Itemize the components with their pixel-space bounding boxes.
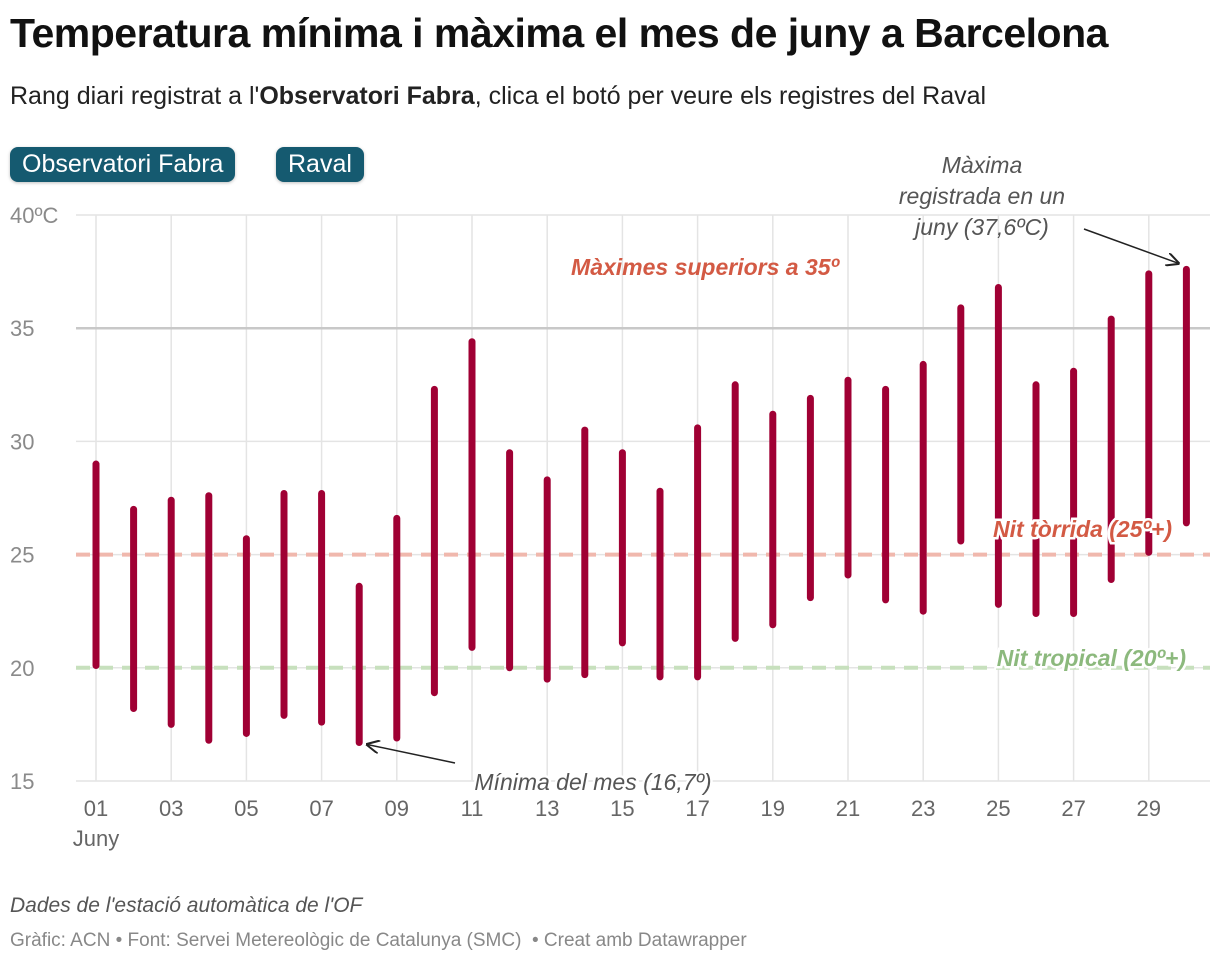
raval-button[interactable]: Raval bbox=[276, 147, 364, 182]
x-tick-label-27: 27 bbox=[1061, 796, 1085, 821]
annotation-min-text: Mínima del mes (16,7º) bbox=[474, 769, 711, 795]
byline-chart: Gràfic: ACN bbox=[10, 930, 111, 951]
y-tick-label-35: 35 bbox=[10, 316, 34, 341]
y-tick-label-40: 40ºC bbox=[10, 203, 59, 228]
reference-lines-layer bbox=[76, 552, 1210, 670]
x-tick-label-21: 21 bbox=[836, 796, 860, 821]
subtitle-bold-station: Observatori Fabra bbox=[259, 82, 475, 110]
byline: Gràfic: ACN • Font: Servei Metereològic … bbox=[10, 930, 747, 951]
y-tick-label-25: 25 bbox=[10, 543, 34, 568]
byline-source: Font: Servei Metereològic de Catalunya (… bbox=[127, 930, 522, 951]
subtitle-text-end: , clica el botó per veure els registres … bbox=[474, 82, 987, 110]
notes-text: Dades de l'estació automàtica de l'OF bbox=[10, 894, 363, 917]
y-tick-label-20: 20 bbox=[10, 656, 34, 681]
byline-tool: Creat amb Datawrapper bbox=[543, 930, 747, 951]
x-tick-label-23: 23 bbox=[911, 796, 935, 821]
x-tick-label-03: 03 bbox=[159, 796, 183, 821]
x-month-label: Juny bbox=[73, 826, 119, 851]
x-tick-label-15: 15 bbox=[610, 796, 634, 821]
x-tick-label-09: 09 bbox=[385, 796, 409, 821]
x-tick-label-17: 17 bbox=[685, 796, 709, 821]
subtitle-text-start: Rang diari registrat a l' bbox=[10, 82, 260, 110]
annotation-max-line-2: juny (37,6ºC) bbox=[912, 214, 1049, 240]
labels-layer: 40ºC 35 30 25 20 15 01 03 05 07 09 11 13 15 17 19 21 23 25… bbox=[10, 152, 1189, 851]
x-tick-label-11: 11 bbox=[461, 796, 484, 821]
x-tick-label-13: 13 bbox=[535, 796, 559, 821]
annotation-max-line-1: registrada en un bbox=[899, 183, 1065, 209]
y-tick-label-30: 30 bbox=[10, 429, 34, 454]
x-tick-label-07: 07 bbox=[309, 796, 333, 821]
annotation-min-arrow bbox=[367, 745, 456, 764]
label-maximes-35: Màximes superiors a 35º bbox=[571, 254, 841, 280]
chart-title: Temperatura mínima i màxima el mes de ju… bbox=[10, 10, 1108, 56]
label-nit-torrida: Nit tòrrida (25º+) bbox=[993, 516, 1172, 542]
annotation-max-arrow bbox=[1083, 228, 1178, 263]
observatori-fabra-button[interactable]: Observatori Fabra bbox=[10, 147, 236, 182]
x-tick-label-19: 19 bbox=[761, 796, 785, 821]
label-nit-tropical: Nit tropical (20º+) bbox=[997, 645, 1186, 671]
bars-layer bbox=[92, 265, 1190, 747]
x-tick-label-29: 29 bbox=[1137, 796, 1161, 821]
y-tick-label-15: 15 bbox=[10, 769, 34, 794]
x-tick-label-01: 01 bbox=[84, 796, 108, 821]
annotation-max-line-0: Màxima bbox=[942, 152, 1023, 178]
x-tick-label-25: 25 bbox=[986, 796, 1010, 821]
chart-subtitle: Rang diari registrat a l'Observatori Fab… bbox=[10, 82, 986, 111]
x-tick-label-05: 05 bbox=[234, 796, 258, 821]
